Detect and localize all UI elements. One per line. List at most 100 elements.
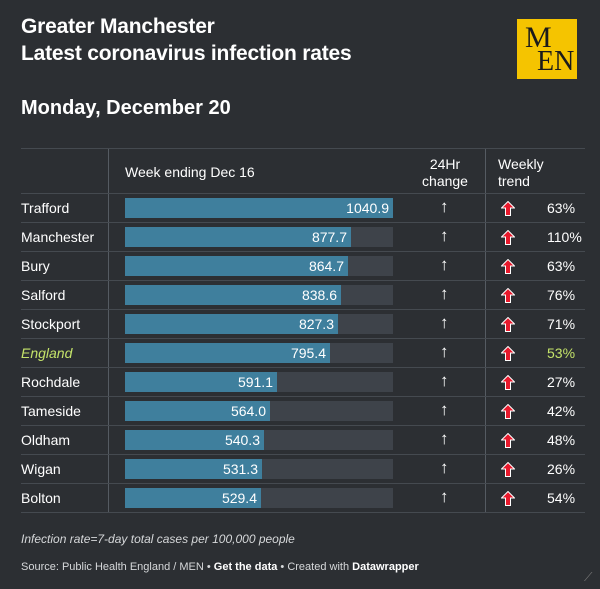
- row-label: Tameside: [21, 403, 81, 419]
- table-top-rule: [21, 148, 585, 149]
- bar-value-label: 827.3: [298, 316, 334, 332]
- row-label: Stockport: [21, 316, 81, 332]
- trend-percent: 53%: [547, 345, 576, 361]
- trend-header-line-1: Weekly: [498, 156, 544, 172]
- bar: [125, 314, 338, 334]
- row-divider: [21, 425, 585, 426]
- change-arrow-icon: ↑: [440, 400, 449, 419]
- bar-track: [125, 285, 393, 305]
- trend-percent: 48%: [547, 432, 576, 448]
- trend-up-icon: [501, 259, 515, 274]
- trend-percent: 54%: [547, 490, 576, 506]
- row-divider: [21, 280, 585, 281]
- men-logo: M EN: [517, 19, 577, 79]
- trend-header-line-2: trend: [498, 173, 530, 189]
- column-header-change: 24Hr change: [422, 156, 468, 190]
- bar-track: [125, 198, 393, 218]
- row-divider: [21, 454, 585, 455]
- resize-handle-icon[interactable]: ⟋: [584, 570, 593, 584]
- footnote: Infection rate=7-day total cases per 100…: [21, 532, 295, 546]
- logo-letter-m: M: [525, 21, 552, 54]
- bar: [125, 198, 393, 218]
- trend-up-icon: [501, 491, 515, 506]
- datawrapper-link[interactable]: Datawrapper: [352, 561, 419, 573]
- trend-percent: 63%: [547, 258, 576, 274]
- trend-percent: 110%: [547, 229, 582, 245]
- bar: [125, 372, 277, 392]
- row-label: Salford: [21, 287, 66, 303]
- table-row: Salford 838.6 ↑ 76%: [0, 281, 600, 310]
- bar: [125, 401, 270, 421]
- row-divider: [21, 512, 585, 513]
- bar-track: [125, 343, 393, 363]
- table-row: Rochdale 591.1 ↑ 27%: [0, 368, 600, 397]
- trend-up-icon: [501, 375, 515, 390]
- table-row: Wigan 531.3 ↑ 26%: [0, 455, 600, 484]
- bar-track: [125, 488, 393, 508]
- bar-value-label: 591.1: [237, 374, 273, 390]
- row-label: Oldham: [21, 432, 71, 448]
- change-arrow-icon: ↑: [440, 458, 449, 477]
- trend-up-icon: [501, 201, 515, 216]
- table-row: England 795.4 ↑ 53%: [0, 339, 600, 368]
- column-header-week: Week ending Dec 16: [125, 164, 255, 180]
- bar: [125, 459, 262, 479]
- row-label: Wigan: [21, 461, 61, 477]
- trend-percent: 27%: [547, 374, 576, 390]
- bar: [125, 285, 341, 305]
- column-divider-1: [108, 148, 109, 513]
- date-subtitle: Monday, December 20: [21, 97, 231, 119]
- source-line: Source: Public Health England / MEN • Ge…: [21, 561, 419, 573]
- row-divider: [21, 367, 585, 368]
- trend-percent: 71%: [547, 316, 576, 332]
- bar-track: [125, 430, 393, 450]
- chart-title: Greater Manchester Latest coronavirus in…: [21, 13, 352, 67]
- row-divider: [21, 222, 585, 223]
- row-label: Bury: [21, 258, 50, 274]
- change-header-line-1: 24Hr: [429, 156, 461, 172]
- bar-value-label: 877.7: [311, 229, 347, 245]
- change-arrow-icon: ↑: [440, 197, 449, 216]
- bar-value-label: 540.3: [224, 432, 260, 448]
- change-arrow-icon: ↑: [440, 284, 449, 303]
- trend-percent: 76%: [547, 287, 576, 303]
- source-text: Source: Public Health England / MEN •: [21, 561, 214, 573]
- row-divider: [21, 309, 585, 310]
- row-divider: [21, 251, 585, 252]
- row-label: England: [21, 345, 73, 361]
- table-row: Bolton 529.4 ↑ 54%: [0, 484, 600, 513]
- bar-track: [125, 256, 393, 276]
- change-arrow-icon: ↑: [440, 487, 449, 506]
- column-divider-2: [485, 148, 486, 513]
- table-row: Tameside 564.0 ↑ 42%: [0, 397, 600, 426]
- bar-track: [125, 401, 393, 421]
- change-arrow-icon: ↑: [440, 342, 449, 361]
- get-data-link[interactable]: Get the data: [213, 561, 278, 573]
- title-line-1: Greater Manchester: [21, 15, 215, 38]
- change-arrow-icon: ↑: [440, 313, 449, 332]
- table-row: Bury 864.7 ↑ 63%: [0, 252, 600, 281]
- row-label: Manchester: [21, 229, 95, 245]
- logo-letters-en: EN: [537, 46, 575, 77]
- bar-value-label: 864.7: [308, 258, 344, 274]
- bar-value-label: 529.4: [221, 490, 257, 506]
- bar: [125, 256, 348, 276]
- trend-percent: 63%: [547, 200, 576, 216]
- header-rule: [21, 193, 585, 194]
- bar-track: [125, 227, 393, 247]
- trend-percent: 42%: [547, 403, 576, 419]
- trend-percent: 26%: [547, 461, 576, 477]
- bar-track: [125, 459, 393, 479]
- source-created: • Created with: [277, 561, 353, 573]
- bar-value-label: 838.6: [301, 287, 337, 303]
- row-label: Trafford: [21, 200, 70, 216]
- trend-up-icon: [501, 462, 515, 477]
- change-arrow-icon: ↑: [440, 371, 449, 390]
- bar: [125, 488, 261, 508]
- bar-track: [125, 314, 393, 334]
- trend-up-icon: [501, 346, 515, 361]
- bar-value-label: 795.4: [290, 345, 326, 361]
- row-label: Rochdale: [21, 374, 81, 390]
- table-row: Oldham 540.3 ↑ 48%: [0, 426, 600, 455]
- column-header-trend: Weekly trend: [498, 156, 544, 190]
